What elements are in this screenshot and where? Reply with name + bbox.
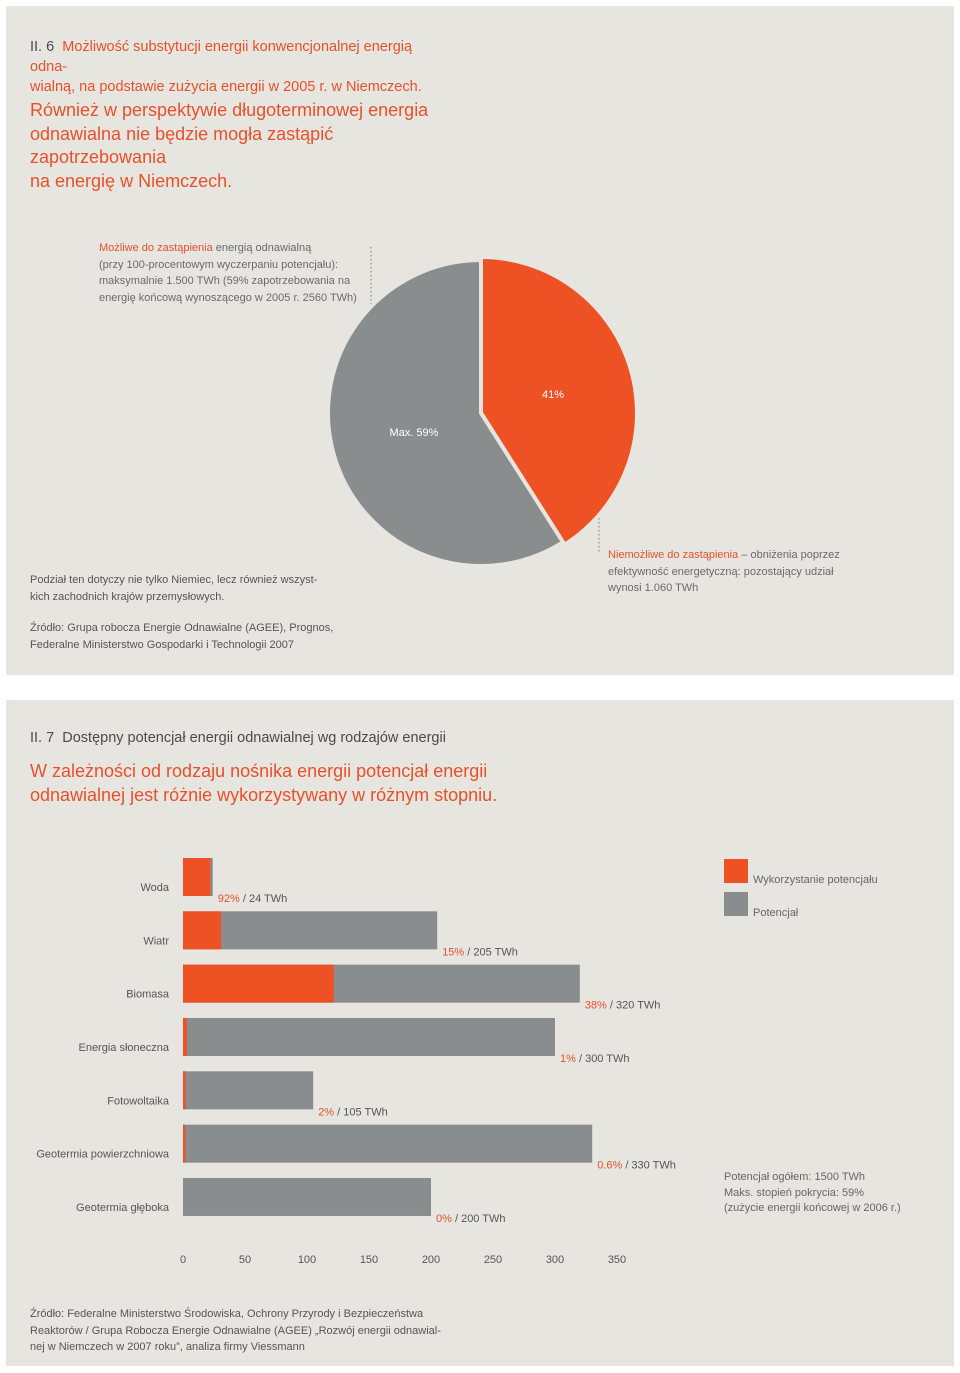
section1-source: Źródło: Grupa robocza Energie Odnawialne… (30, 620, 370, 653)
section2-title: Dostępny potencjał energii odnawialnej w… (62, 730, 446, 746)
x-tick-label: 100 (298, 1254, 316, 1266)
panel-substitution: II. 6 Możliwość substytucji energii konw… (6, 6, 954, 675)
section1-lead-line1: Również w perspektywie długoterminowej e… (30, 100, 429, 120)
section2-source: Źródło: Federalne Ministerstwo Środowisk… (30, 1306, 450, 1356)
bar-value-label: 0.6% / 330 TWh (597, 1160, 676, 1172)
bar-potential (183, 1124, 593, 1163)
bar-summary: Potencjał ogółem: 1500 TWh Maks. stopień… (724, 1170, 944, 1217)
bar-value-label: 15% / 205 TWh (442, 946, 518, 958)
callout-replaceable-line1: energią odnawialną (212, 242, 312, 254)
bar-used (183, 964, 334, 1003)
section2-source-line3: nej w Niemczech w 2007 roku”, analiza fi… (30, 1341, 305, 1353)
section2-source-line1: Źródło: Federalne Ministerstwo Środowisk… (30, 1308, 424, 1320)
section1-source-line2: Federalne Ministerstwo Gospodarki i Tech… (30, 638, 294, 651)
section2-lead-line2: odnawialnej jest różnie wykorzystywany w… (30, 784, 498, 805)
pie-chart: 41% Max. 59% (326, 247, 639, 568)
bar-category-label: Woda (140, 882, 169, 894)
section1-number: II. 6 (30, 39, 55, 55)
section1-lead-line3: na energię w Niemczech. (30, 170, 233, 191)
callout-replaceable-line4: energię końcową wynoszącego w 2005 r. 25… (99, 291, 357, 304)
bar-category-label: Geotermia powierzchniowa (36, 1149, 170, 1161)
pie-label-59: Max. 59% (390, 427, 439, 439)
bar-summary-line2: Maks. stopień pokrycia: 59% (724, 1186, 865, 1199)
bar-value-label: 0% / 200 TWh (436, 1213, 506, 1225)
section1-title-line1: Możliwość substytucji energii konwencjon… (30, 39, 413, 75)
callout-nonreplaceable-line1: – obniżenia poprzez (738, 549, 840, 561)
bar-used (183, 1071, 186, 1110)
bar-potential (183, 1177, 431, 1216)
section1-title-line2: wialną, na podstawie zużycia energii w 2… (30, 79, 422, 95)
bar-category-label: Energia słoneczna (78, 1042, 169, 1054)
pie-label-41: 41% (542, 389, 564, 401)
pie-slice-nonreplaceable (326, 257, 566, 568)
x-tick-label: 250 (484, 1254, 502, 1266)
bar-potential (183, 1071, 314, 1110)
bar-potential (183, 911, 438, 950)
bar-value-label: 38% / 320 TWh (585, 1000, 661, 1012)
x-tick-label: 350 (608, 1254, 626, 1266)
bar-summary-line1: Potencjał ogółem: 1500 TWh (724, 1171, 866, 1183)
section1-lead: Również w perspektywie długoterminowej e… (30, 99, 470, 193)
section1-note-line2: kich zachodnich krajów przemysłowych. (30, 590, 225, 603)
callout-replaceable-line3: maksymalnie 1.500 TWh (59% zapotrzebowan… (99, 275, 351, 287)
x-tick-label: 150 (360, 1254, 378, 1266)
x-tick-label: 200 (422, 1254, 440, 1266)
x-tick-label: 50 (239, 1254, 251, 1266)
legend-swatch-potential (724, 892, 748, 916)
callout-replaceable-highlight: Możliwe do zastąpienia (99, 242, 213, 254)
section2-header: II. 7 Dostępny potencjał energii odnawia… (30, 728, 530, 748)
callout-nonreplaceable-line3: wynosi 1.060 TWh (608, 582, 699, 594)
bar-summary-line3: (zużycie energii końcowej w 2006 r.) (724, 1202, 901, 1214)
legend-label-used: Wykorzystanie potencjału (753, 874, 878, 886)
section2-number: II. 7 (30, 730, 55, 746)
bar-value-label: 2% / 105 TWh (318, 1106, 388, 1118)
legend-swatch-used (724, 859, 748, 883)
bar-category-label: Wiatr (143, 935, 169, 947)
callout-nonreplaceable-line2: efektywność energetyczną: pozostający ud… (608, 565, 834, 578)
x-tick-label: 300 (546, 1254, 564, 1266)
section2-source-line2: Reaktorów / Grupa Robocza Energie Odnawi… (30, 1324, 441, 1337)
section1-header: II. 6 Możliwość substytucji energii konw… (30, 37, 450, 97)
section2-lead-line1: W zależności od rodzaju nośnika energii … (30, 761, 488, 781)
section1-lead-line2: odnawialna nie będzie mogła zastąpić zap… (30, 123, 334, 168)
section1-source-line1: Źródło: Grupa robocza Energie Odnawialne… (30, 622, 334, 634)
section2-lead: W zależności od rodzaju nośnika energii … (30, 760, 510, 807)
callout-nonreplaceable-highlight: Niemożliwe do zastąpienia (608, 549, 739, 561)
bar-used (183, 858, 211, 896)
callout-replaceable: Możliwe do zastąpienia energią odnawialn… (99, 240, 369, 306)
bar-chart: Woda Wiatr Biomasa Energia słoneczna Fotowol… (36, 858, 676, 1266)
bar-used (183, 911, 222, 950)
bar-category-label: Geotermia głęboka (76, 1202, 170, 1214)
bar-category-label: Fotowoltaika (107, 1095, 170, 1107)
bar-used (183, 1124, 186, 1163)
callout-nonreplaceable: Niemożliwe do zastąpienia – obniżenia po… (608, 547, 868, 597)
bar-potential (183, 1017, 555, 1056)
panel-potential: II. 7 Dostępny potencjał energii odnawia… (6, 700, 954, 1366)
bar-category-label: Biomasa (126, 989, 170, 1001)
bar-value-label: 92% / 24 TWh (218, 893, 288, 905)
callout-replaceable-line2: (przy 100-procentowym wyczerpaniu potenc… (99, 258, 339, 271)
bar-value-label: 1% / 300 TWh (560, 1053, 630, 1065)
section1-note-line1: Podział ten dotyczy nie tylko Niemiec, l… (30, 574, 318, 586)
section1-note: Podział ten dotyczy nie tylko Niemiec, l… (30, 572, 350, 605)
legend-label-potential: Potencjał (753, 907, 799, 919)
bar-used (183, 1017, 187, 1056)
x-tick-label: 0 (180, 1254, 186, 1266)
